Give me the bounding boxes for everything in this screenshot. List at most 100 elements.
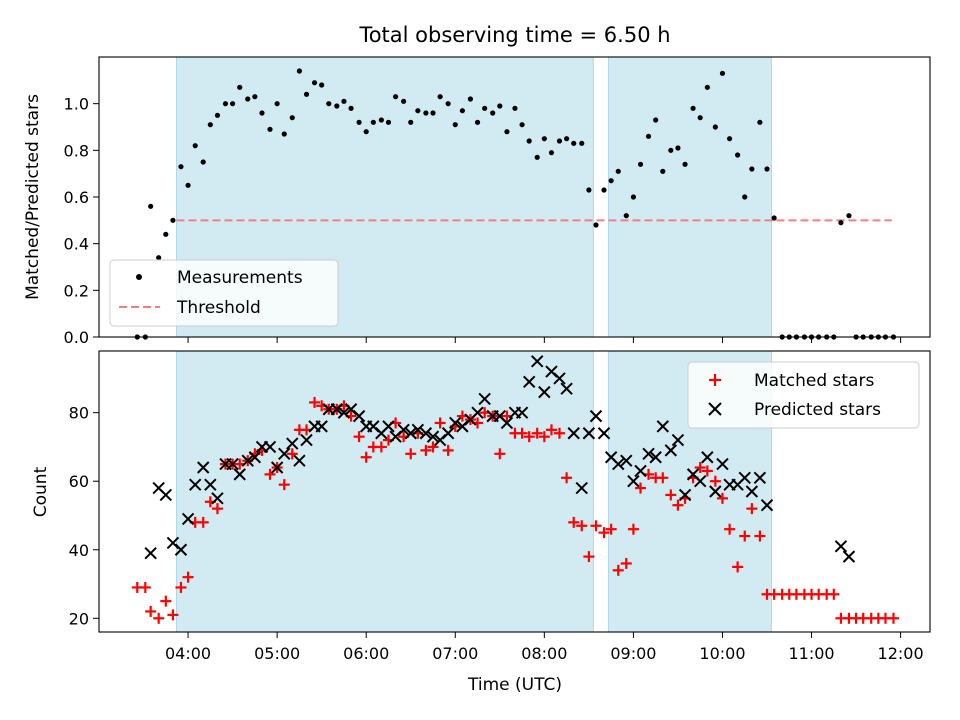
legend-predicted-label: Predicted stars	[754, 400, 881, 420]
top-legend-box	[109, 259, 339, 327]
predicted-stars-point	[575, 481, 588, 495]
matched-stars-point	[278, 479, 290, 491]
measurement-point	[259, 110, 265, 116]
predicted-stars-point	[500, 416, 514, 430]
predicted-stars-point	[352, 409, 366, 423]
top-y-axis-label: Matched/Predicted stars	[23, 94, 43, 300]
y-tick-label: 0.2	[64, 281, 89, 300]
bottom-panel: 04:00 05:00 06:00 07:00 08:00 09:00 10:00 11:00…	[31, 350, 931, 695]
x-tick-label: 06:00	[343, 644, 389, 663]
measurement-point	[586, 187, 592, 193]
measurement-point	[697, 115, 703, 121]
matched-stars-point	[523, 431, 535, 443]
measurement-point	[148, 203, 154, 209]
measurement-point	[415, 108, 421, 114]
bottom-y-axis-label: Count	[31, 466, 51, 517]
measurement-point	[512, 105, 518, 111]
measurement-point	[846, 213, 852, 219]
measurement-point	[245, 96, 251, 102]
y-tick-label: 0.8	[64, 141, 89, 160]
predicted-stars-point	[515, 406, 529, 419]
measurement-point	[504, 129, 510, 135]
measurement-point	[303, 91, 310, 97]
predicted-stars-point	[553, 372, 566, 385]
measurement-point	[668, 147, 674, 153]
matched-stars-point	[420, 444, 432, 456]
matched-stars-point	[360, 451, 372, 463]
measurement-point	[459, 108, 465, 114]
top-legend: Measurements Threshold	[109, 259, 339, 327]
predicted-stars-point	[188, 478, 202, 491]
measurement-point	[490, 110, 496, 116]
shaded-interval-1	[175, 350, 594, 633]
measurement-point	[185, 182, 191, 188]
measurement-point	[593, 222, 599, 228]
measurement-point	[163, 231, 169, 237]
predicted-stars-point	[842, 550, 856, 563]
matched-stars-point	[516, 427, 528, 439]
bottom-y-ticks: 20 40 60 80	[69, 404, 99, 628]
matched-stars-point	[538, 431, 550, 443]
predicted-stars-point	[612, 457, 625, 471]
y-tick-label: 1.0	[64, 95, 89, 114]
predicted-stars-point	[671, 433, 685, 447]
measurement-point	[356, 119, 362, 125]
x-tick-label: 11:00	[788, 644, 834, 663]
matched-stars-point	[724, 523, 736, 535]
predicted-stars-point	[441, 427, 455, 440]
measurement-point	[222, 101, 229, 107]
measurement-point	[311, 80, 318, 86]
x-tick-label: 09:00	[610, 644, 656, 663]
measurement-point	[675, 145, 681, 151]
measurement-point	[445, 101, 451, 107]
measurement-point	[497, 103, 503, 109]
matched-stars-point	[145, 605, 157, 617]
matched-stars-point	[754, 530, 766, 542]
matched-stars-point	[716, 492, 728, 504]
matched-stars-point	[561, 472, 573, 484]
measurement-point	[408, 119, 414, 125]
measurement-point	[237, 84, 243, 90]
y-tick-label: 60	[69, 472, 89, 491]
predicted-stars-point	[233, 468, 246, 481]
measurement-point	[207, 122, 213, 128]
y-tick-label: 20	[69, 609, 89, 628]
matched-stars-point	[211, 503, 223, 515]
predicted-stars-point	[226, 457, 239, 471]
matched-stars-point	[612, 564, 624, 576]
measurement-point	[156, 255, 162, 261]
predicted-stars-point	[411, 423, 425, 437]
legend-predicted-marker	[708, 402, 722, 416]
predicted-stars-point	[241, 454, 254, 467]
predicted-stars-point	[397, 423, 410, 437]
matched-stars-point	[405, 448, 417, 460]
measurement-point	[601, 187, 607, 193]
measurement-point	[200, 159, 206, 165]
measurement-point	[541, 136, 547, 142]
matched-stars-point	[576, 520, 588, 532]
predicted-stars-point	[716, 457, 729, 471]
measurement-point	[726, 136, 733, 142]
matched-stars-point	[709, 475, 721, 487]
predicted-stars-point	[315, 420, 328, 433]
measurement-point	[564, 136, 570, 142]
matched-stars-point	[583, 551, 595, 563]
measurement-point	[214, 112, 221, 118]
matched-stars-point	[568, 516, 580, 528]
predicted-stars-point	[419, 427, 433, 440]
measurement-point	[704, 84, 710, 90]
matched-stars-point	[598, 527, 610, 539]
legend-threshold-label: Threshold	[176, 298, 261, 318]
predicted-stars-point	[656, 420, 670, 433]
measurement-point	[645, 133, 652, 139]
matched-stars-point	[545, 424, 557, 436]
predicted-stars-point	[471, 406, 484, 419]
predicted-stars-point	[449, 416, 462, 430]
measurement-point	[637, 161, 644, 167]
measurement-point	[660, 168, 666, 174]
measurement-point	[392, 94, 399, 100]
measurement-point	[230, 101, 236, 107]
matched-stars-point	[605, 523, 617, 535]
measurement-point	[281, 131, 287, 137]
predicted-stars-point	[634, 464, 647, 478]
